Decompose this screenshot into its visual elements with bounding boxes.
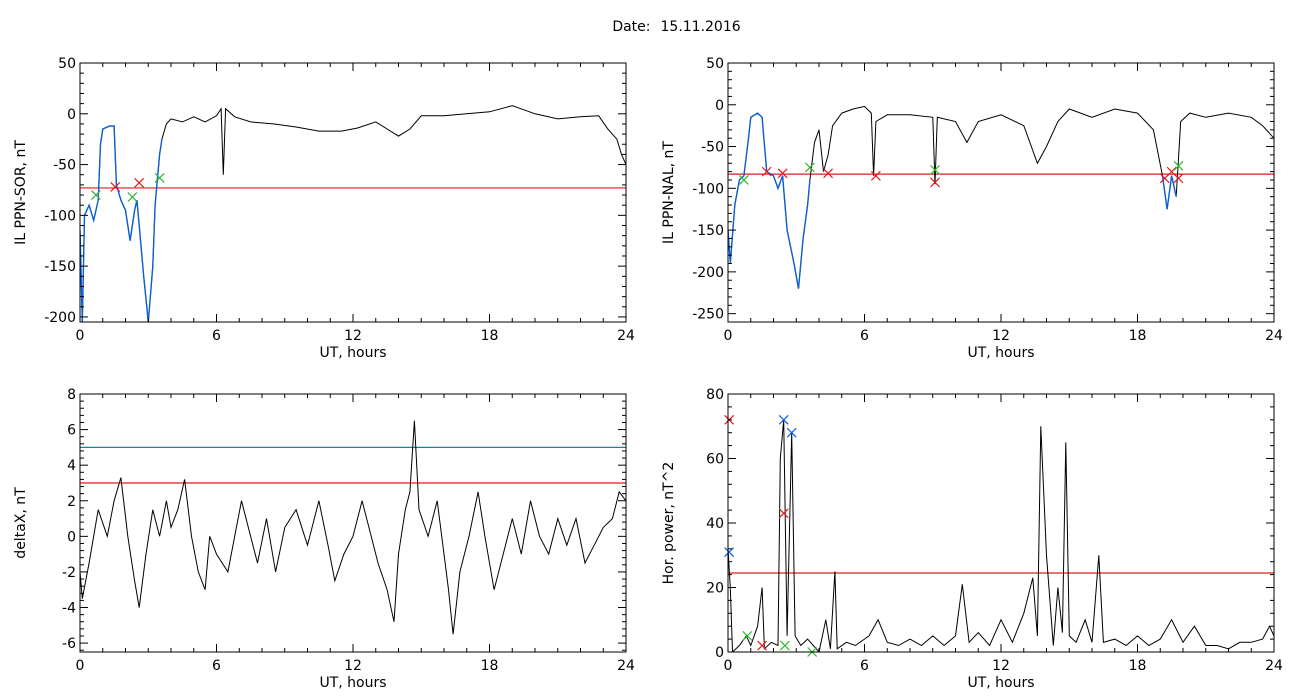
- x-tick-label: 18: [1129, 658, 1147, 674]
- event-marker: [1173, 173, 1184, 184]
- x-tick-label: 0: [724, 658, 733, 674]
- y-tick-label: 80: [706, 387, 724, 403]
- y-tick-label: 0: [67, 107, 76, 123]
- x-tick-label: 18: [1129, 328, 1147, 344]
- x-tick-label: 18: [481, 328, 499, 344]
- y-tick-label: 2: [67, 494, 76, 510]
- series-highlight: [1161, 175, 1177, 210]
- chart-panel-2: 0 6 12 18 24 50 0 -50 -100 -150 -200 -250 UT, hours I…: [661, 56, 1283, 361]
- series-line: [728, 419, 1274, 652]
- y-tick-label: -6: [62, 636, 76, 652]
- y-axis-title: IL PPN-NAL, nT: [661, 141, 677, 244]
- event-marker: [739, 175, 749, 185]
- x-tick-label: 18: [481, 658, 499, 674]
- y-tick-label: 50: [58, 56, 76, 72]
- x-tick-label: 6: [212, 658, 221, 674]
- chart-panel-4: 0 6 12 18 24 80 60 40 20 0 UT, hours Hor. power, nT…: [661, 387, 1283, 691]
- event-marker: [742, 630, 753, 641]
- y-tick-label: -100: [692, 181, 724, 197]
- y-tick-label: 0: [715, 645, 724, 661]
- y-axis-title: deltaX, nT: [13, 487, 29, 559]
- x-tick-label: 6: [212, 328, 221, 344]
- y-tick-label: -2: [62, 565, 76, 581]
- y-axis-title: Hor. power, nT^2: [661, 462, 677, 585]
- chart-date-title: Date: 15.11.2016: [0, 19, 1300, 35]
- panel-frame: [79, 62, 627, 323]
- chart-panel-3: 0 6 12 18 24 8 6 4 2 0 -2 -4 -6 UT, hours deltaX, nT: [13, 387, 635, 691]
- y-tick-label: -150: [692, 223, 724, 239]
- y-tick-label: 20: [706, 581, 724, 597]
- y-tick-label: 8: [67, 387, 76, 403]
- event-marker: [761, 166, 772, 177]
- date-label: Date:: [612, 19, 651, 35]
- y-tick-label: -100: [44, 208, 76, 224]
- event-marker: [786, 427, 797, 438]
- event-marker: [127, 192, 138, 202]
- x-tick-label: 12: [344, 658, 362, 674]
- y-axis-title: IL PPN-SOR, nT: [13, 140, 29, 245]
- date-value: 15.11.2016: [660, 19, 741, 35]
- y-tick-label: 0: [715, 98, 724, 114]
- x-tick-label: 6: [860, 328, 869, 344]
- event-marker: [724, 547, 735, 557]
- y-tick-label: -4: [62, 601, 76, 617]
- event-marker: [870, 170, 881, 181]
- y-tick-label: -50: [53, 158, 76, 174]
- y-tick-label: -50: [701, 140, 724, 156]
- x-tick-label: 0: [76, 328, 85, 344]
- x-axis-title: UT, hours: [967, 675, 1034, 691]
- x-tick-label: 24: [1265, 328, 1283, 344]
- x-tick-label: 24: [1265, 658, 1283, 674]
- series-highlight: [728, 112, 811, 289]
- event-marker: [757, 640, 768, 651]
- y-tick-label: -200: [692, 265, 724, 281]
- chart-panel-1: 0 6 12 18 24 50 0 -50 -100 -150 -200 UT, hours IL PP…: [13, 56, 635, 361]
- y-tick-label: -200: [44, 310, 76, 326]
- x-tick-label: 24: [617, 658, 635, 674]
- event-marker: [930, 165, 940, 175]
- y-tick-label: 40: [706, 516, 724, 532]
- series-highlight: [80, 125, 163, 322]
- event-marker: [778, 414, 789, 425]
- x-axis-title: UT, hours: [319, 675, 386, 691]
- y-tick-label: -150: [44, 259, 76, 275]
- x-tick-label: 0: [724, 328, 733, 344]
- x-axis-title: UT, hours: [967, 345, 1034, 361]
- x-tick-label: 24: [617, 328, 635, 344]
- event-marker: [110, 181, 121, 192]
- event-marker: [779, 640, 790, 651]
- x-tick-label: 12: [992, 658, 1010, 674]
- event-marker: [777, 168, 788, 179]
- series-line: [80, 420, 626, 635]
- y-tick-label: 4: [67, 458, 76, 474]
- event-marker: [91, 190, 101, 200]
- panel-frame: [727, 62, 1275, 323]
- panel-frame: [727, 393, 1275, 653]
- x-axis-title: UT, hours: [319, 345, 386, 361]
- event-marker: [804, 162, 815, 173]
- y-tick-label: 60: [706, 452, 724, 468]
- series-line: [728, 105, 1274, 289]
- event-marker: [930, 177, 940, 188]
- y-tick-label: 50: [706, 56, 724, 72]
- event-marker: [778, 508, 789, 519]
- event-marker: [823, 168, 834, 179]
- x-tick-label: 6: [860, 658, 869, 674]
- x-tick-label: 0: [76, 658, 85, 674]
- y-tick-label: -250: [692, 307, 724, 323]
- y-tick-label: 6: [67, 423, 76, 439]
- x-tick-label: 12: [344, 328, 362, 344]
- event-marker: [154, 172, 165, 183]
- series-line: [80, 105, 626, 322]
- event-marker: [134, 177, 145, 188]
- y-tick-label: 0: [67, 529, 76, 545]
- event-marker: [1173, 160, 1184, 171]
- x-tick-label: 12: [992, 328, 1010, 344]
